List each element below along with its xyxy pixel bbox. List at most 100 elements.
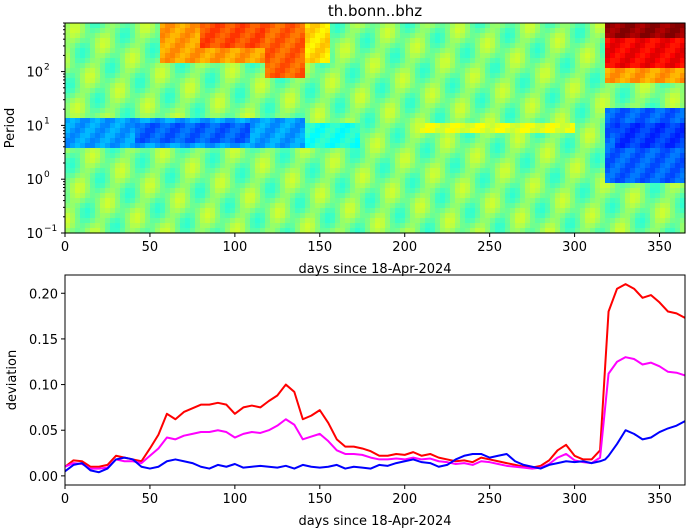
heatmap-cell <box>600 63 606 69</box>
heatmap-cell <box>190 28 196 34</box>
heatmap-cell <box>455 213 461 219</box>
heatmap-cell <box>420 118 426 124</box>
heatmap-cell <box>195 188 201 194</box>
heatmap-cell <box>270 63 276 69</box>
heatmap-cell <box>190 48 196 54</box>
heatmap-cell <box>655 153 661 159</box>
heatmap-cell <box>180 28 186 34</box>
heatmap-cell <box>520 43 526 49</box>
heatmap-cell <box>105 128 111 134</box>
heatmap-cell <box>620 123 626 129</box>
heatmap-cell <box>500 228 506 234</box>
heatmap-cell <box>585 198 591 204</box>
heatmap-cell <box>370 148 376 154</box>
heatmap-cell <box>520 23 526 29</box>
heatmap-cell <box>450 208 456 214</box>
heatmap-cell <box>645 93 651 99</box>
heatmap-cell <box>395 108 401 114</box>
heatmap-cell <box>255 23 261 29</box>
heatmap-cell <box>95 128 101 134</box>
heatmap-cell <box>270 153 276 159</box>
heatmap-cell <box>315 168 321 174</box>
heatmap-cell <box>205 188 211 194</box>
heatmap-cell <box>645 58 651 64</box>
heatmap-cell <box>100 23 106 29</box>
heatmap-cell <box>255 98 261 104</box>
heatmap-cell <box>75 183 81 189</box>
heatmap-cell <box>365 198 371 204</box>
heatmap-cell <box>190 148 196 154</box>
heatmap-cell <box>650 178 656 184</box>
heatmap-cell <box>500 113 506 119</box>
heatmap-cell <box>140 58 146 64</box>
heatmap-cell <box>490 83 496 89</box>
heatmap-cell <box>390 83 396 89</box>
heatmap-cell <box>400 128 406 134</box>
heatmap-cell <box>275 78 281 84</box>
heatmap-cell <box>640 83 646 89</box>
heatmap-cell <box>190 23 196 29</box>
heatmap-cell <box>415 173 421 179</box>
heatmap-cell <box>250 88 256 94</box>
heatmap-cell <box>240 208 246 214</box>
heatmap-cell <box>590 83 596 89</box>
heatmap-cell <box>415 68 421 74</box>
heatmap-cell <box>405 78 411 84</box>
heatmap-cell <box>235 128 241 134</box>
heatmap-cell <box>440 223 446 229</box>
heatmap-cell <box>195 88 201 94</box>
heatmap-cell <box>225 128 231 134</box>
heatmap-cell <box>200 208 206 214</box>
heatmap-cell <box>175 218 181 224</box>
heatmap-cell <box>325 113 331 119</box>
heatmap-cell <box>560 143 566 149</box>
heatmap-cell <box>370 218 376 224</box>
heatmap-cell <box>475 158 481 164</box>
heatmap-cell <box>625 153 631 159</box>
heatmap-cell <box>255 58 261 64</box>
heatmap-cell <box>450 143 456 149</box>
heatmap-cell <box>375 188 381 194</box>
heatmap-cell <box>350 23 356 29</box>
heatmap-cell <box>655 143 661 149</box>
heatmap-cell <box>360 133 366 139</box>
heatmap-cell <box>610 113 616 119</box>
heatmap-cell <box>250 68 256 74</box>
heatmap-cell <box>305 38 311 44</box>
heatmap-cell <box>525 198 531 204</box>
heatmap-cell <box>600 218 606 224</box>
heatmap-cell <box>135 128 141 134</box>
heatmap-cell <box>500 198 506 204</box>
heatmap-cell <box>265 138 271 144</box>
heatmap-cell <box>525 173 531 179</box>
heatmap-cell <box>495 148 501 154</box>
heatmap-cell <box>535 98 541 104</box>
heatmap-cell <box>145 133 151 139</box>
heatmap-cell <box>250 223 256 229</box>
heatmap-cell <box>530 198 536 204</box>
heatmap-cell <box>310 73 316 79</box>
heatmap-cell <box>130 53 136 59</box>
heatmap-cell <box>375 128 381 134</box>
heatmap-cell <box>530 53 536 59</box>
heatmap-cell <box>435 93 441 99</box>
heatmap-cell <box>480 118 486 124</box>
heatmap-cell <box>145 23 151 29</box>
heatmap-cell <box>180 73 186 79</box>
heatmap-cell <box>200 123 206 129</box>
heatmap-cell <box>195 178 201 184</box>
heatmap-cell <box>640 58 646 64</box>
heatmap-cell <box>75 188 81 194</box>
heatmap-cell <box>410 168 416 174</box>
heatmap-cell <box>610 163 616 169</box>
heatmap-cell <box>430 183 436 189</box>
heatmap-cell <box>300 143 306 149</box>
heatmap-cell <box>430 143 436 149</box>
heatmap-cell <box>645 73 651 79</box>
heatmap-cell <box>460 93 466 99</box>
heatmap-cell <box>300 53 306 59</box>
heatmap-cell <box>655 48 661 54</box>
heatmap-cell <box>485 83 491 89</box>
heatmap-cell <box>380 153 386 159</box>
heatmap-cell <box>585 143 591 149</box>
